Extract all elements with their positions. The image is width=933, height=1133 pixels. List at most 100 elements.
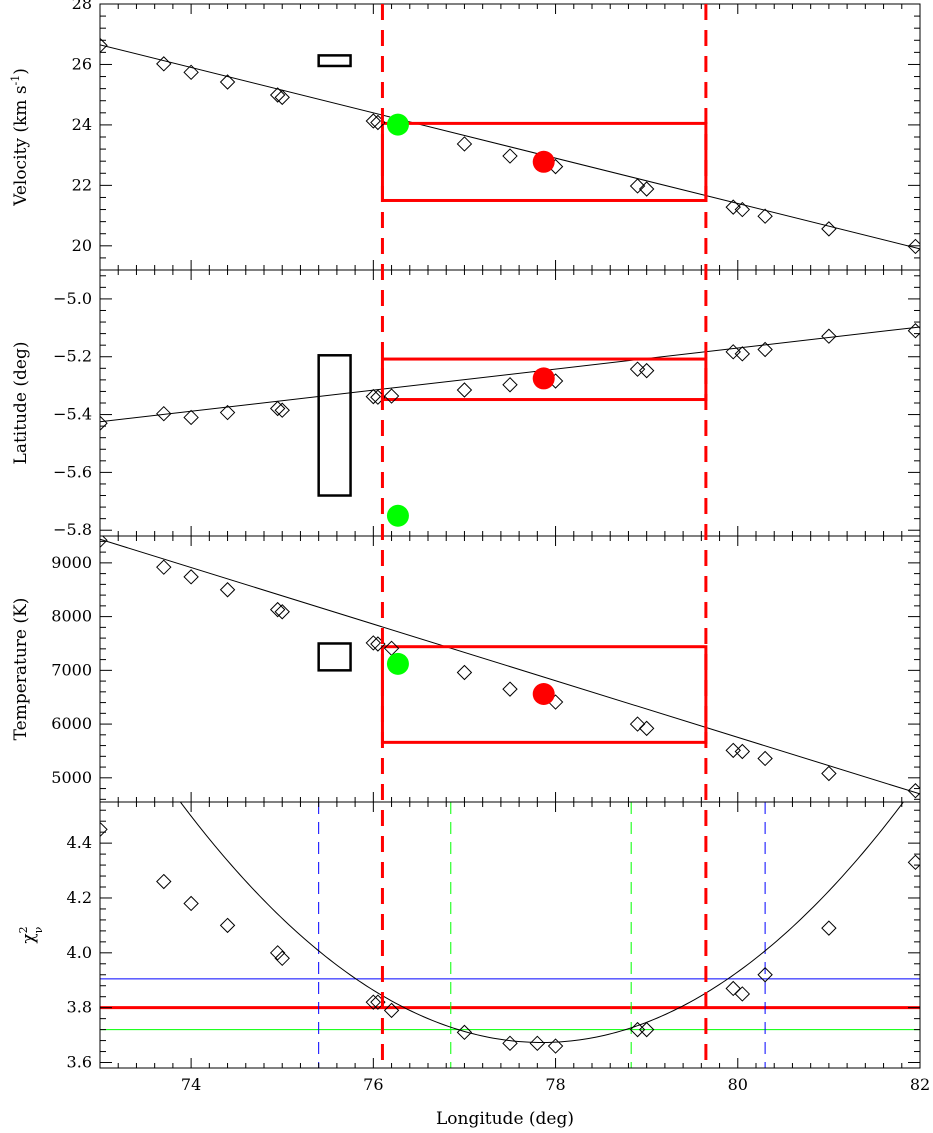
data-point — [183, 409, 199, 426]
data-point — [269, 87, 286, 103]
data-point — [365, 635, 382, 651]
data-point — [502, 1035, 518, 1052]
data-point — [821, 328, 837, 344]
y-tick-label: 26 — [72, 54, 92, 73]
data-point — [456, 382, 473, 398]
data-point — [100, 415, 108, 431]
data-point — [100, 821, 108, 838]
plot-area-latitude — [100, 323, 920, 527]
y-axis-title-text: χ — [19, 933, 39, 943]
data-point — [757, 341, 773, 358]
data-point — [638, 720, 655, 737]
y-axis-title: Velocity (km s-1) — [9, 68, 31, 207]
plot-area-chi2 — [100, 802, 920, 1068]
y-tick-label: 3.6 — [67, 1053, 92, 1072]
data-point — [365, 113, 382, 129]
data-point — [907, 238, 920, 255]
plot-area-temperature — [100, 536, 920, 799]
data-point — [725, 980, 741, 997]
y-tick-label: 5000 — [51, 768, 92, 787]
data-point — [638, 362, 655, 379]
x-tick-label: 76 — [363, 1075, 383, 1094]
panel-frame — [99, 3, 921, 271]
data-point — [725, 344, 741, 360]
y-tick-label: 6000 — [51, 714, 92, 733]
panel-frame — [99, 535, 921, 803]
y-axis-title-text: Velocity (km s — [11, 85, 31, 206]
y-axis-title: Temperature (K) — [11, 598, 31, 741]
data-point — [269, 945, 286, 961]
red-point — [532, 367, 555, 390]
y-tick-label: 3.8 — [67, 998, 92, 1017]
data-point — [638, 1021, 655, 1038]
red-point — [532, 682, 555, 705]
data-point — [274, 402, 290, 418]
data-point — [821, 221, 837, 237]
x-tick-label: 74 — [181, 1075, 201, 1094]
reference-box — [317, 354, 352, 497]
y-axis-title-text: Temperature (K) — [11, 598, 31, 741]
y-tick-label: 4.0 — [67, 943, 92, 962]
reference-box — [317, 642, 352, 672]
data-point — [456, 664, 473, 681]
data-point — [219, 74, 236, 90]
x-tick-label: 82 — [910, 1075, 930, 1094]
y-tick-label: 4.4 — [67, 833, 92, 852]
data-point — [725, 742, 741, 759]
y-axis-title-sup: -1 — [9, 75, 22, 86]
data-point — [821, 920, 837, 936]
data-point — [821, 765, 837, 782]
green-point — [386, 504, 409, 527]
y-tick-label: 22 — [72, 175, 92, 194]
data-point — [383, 388, 400, 404]
data-point — [183, 64, 199, 81]
data-point — [529, 1035, 546, 1052]
data-point — [219, 582, 236, 598]
panel-chi2: 3.6 3.8 4.0 4.2 4.4 χ2 ν — [17, 801, 921, 1072]
data-point — [156, 559, 172, 575]
data-point — [274, 89, 290, 106]
y-axis-title-tail: ) — [11, 68, 31, 75]
shared-reference-lines: 74 76 78 80 82 — [181, 4, 930, 1094]
data-point — [734, 346, 751, 362]
data-point — [502, 148, 518, 164]
y-tick-label: −5.4 — [53, 405, 92, 424]
data-point — [638, 181, 655, 197]
y-axis-title-text: Latitude (deg) — [11, 342, 31, 465]
fit-curve — [179, 802, 905, 1044]
y-tick-label: 8000 — [51, 607, 92, 626]
y-axis-title: Latitude (deg) — [11, 342, 31, 465]
y-tick-label: −5.8 — [53, 520, 92, 539]
data-point — [456, 1024, 473, 1041]
data-point — [725, 199, 741, 215]
y-tick-label: 20 — [72, 236, 92, 255]
data-point — [100, 536, 108, 549]
data-point — [156, 405, 172, 422]
x-tick-label: 80 — [728, 1075, 748, 1094]
data-point — [629, 178, 646, 194]
data-point — [269, 601, 286, 618]
y-tick-label: 9000 — [51, 553, 92, 572]
data-point — [183, 895, 199, 912]
fit-line — [100, 326, 920, 423]
data-point — [219, 917, 236, 934]
data-point — [365, 388, 382, 405]
data-point — [907, 323, 920, 339]
panel-frame — [99, 801, 921, 1069]
red-point — [532, 150, 555, 173]
data-point — [383, 1002, 400, 1019]
data-point — [156, 56, 172, 72]
y-axis-title-sub: ν — [32, 926, 45, 933]
data-point — [629, 361, 646, 377]
y-axis-title-sup: 2 — [17, 926, 30, 933]
x-tick-label: 78 — [545, 1075, 565, 1094]
data-point — [456, 136, 473, 152]
fit-line — [100, 44, 920, 250]
y-axis-title: χ2 ν — [17, 926, 45, 943]
y-tick-label: −5.0 — [53, 289, 92, 308]
data-point — [183, 569, 199, 585]
y-tick-label: −5.2 — [53, 347, 92, 366]
data-point — [274, 950, 290, 967]
